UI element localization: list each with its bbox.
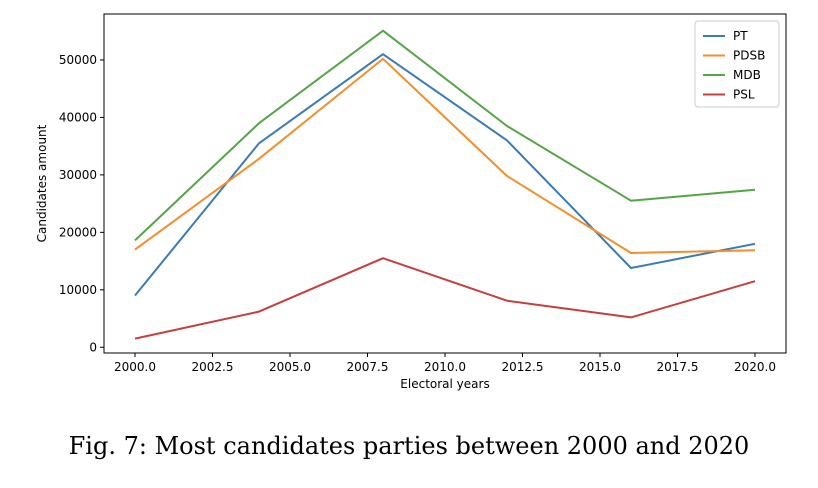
legend-label-psl: PSL	[733, 88, 755, 102]
x-tick-label: 2002.5	[192, 360, 234, 374]
series-line-pt	[134, 53, 756, 297]
x-tick-label: 2020.0	[734, 360, 776, 374]
line-chart: 2000.0 2002.5 2005.0 2007.5 2010.0 2012.5 2015…	[35, 13, 787, 391]
y-tick-label: 30000	[59, 168, 97, 182]
x-tick-label: 2012.5	[502, 360, 544, 374]
series-lines	[134, 29, 756, 340]
x-axis: 2000.0 2002.5 2005.0 2007.5 2010.0 2012.5 2015…	[114, 353, 776, 374]
y-tick-label: 20000	[59, 225, 97, 239]
legend-label-pt: PT	[733, 29, 748, 43]
y-axis: 0 10000 20000 30000 40000 50000	[59, 53, 104, 354]
series-line-pdsb	[134, 57, 756, 254]
y-tick-label: 50000	[59, 53, 97, 67]
x-axis-label: Electoral years	[400, 377, 489, 391]
x-tick-label: 2015.0	[579, 360, 621, 374]
series-line-psl	[134, 257, 756, 340]
legend: PT PDSB MDB PSL	[694, 20, 780, 108]
series-line-mdb	[134, 29, 756, 242]
legend-label-pdsb: PDSB	[733, 49, 765, 63]
y-tick-label: 0	[89, 340, 97, 354]
x-tick-label: 2000.0	[114, 360, 156, 374]
x-tick-label: 2005.0	[269, 360, 311, 374]
figure-caption: Fig. 7: Most candidates parties between …	[68, 432, 750, 460]
legend-box	[694, 20, 780, 108]
legend-label-mdb: MDB	[733, 68, 761, 82]
y-tick-label: 10000	[59, 283, 97, 297]
x-tick-label: 2017.5	[657, 360, 699, 374]
x-tick-label: 2007.5	[347, 360, 389, 374]
x-tick-label: 2010.0	[424, 360, 466, 374]
y-tick-label: 40000	[59, 110, 97, 124]
y-axis-label: Candidates amount	[35, 124, 49, 242]
